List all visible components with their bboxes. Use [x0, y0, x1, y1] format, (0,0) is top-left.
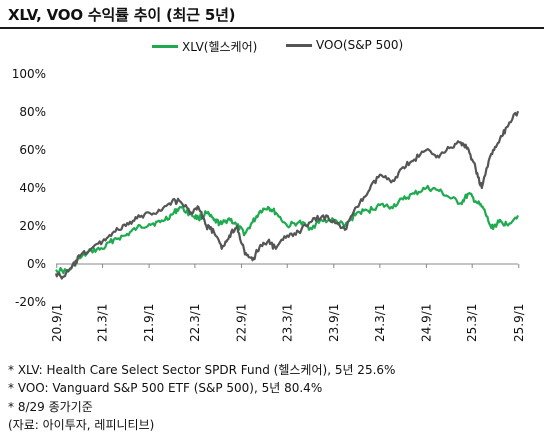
note-date: * 8/29 종가기준	[8, 399, 93, 414]
x-tick-label: 25.9/1	[512, 304, 526, 342]
line-chart: -20% 0% 20% 40% 60% 80% 100% 20.9/1 21.3/1 21.9/1…	[12, 67, 526, 342]
legend: XLV(헬스케어) VOO(S&P 500)	[0, 38, 544, 54]
x-tick-label: 24.9/1	[419, 304, 433, 342]
y-tick-label: -20%	[15, 295, 46, 309]
note-voo: * VOO: Vanguard S&P 500 ETF (S&P 500), 5…	[8, 381, 323, 396]
y-tick-label: 20%	[19, 219, 46, 233]
chart-title: XLV, VOO 수익률 추이 (최근 5년)	[8, 6, 236, 24]
x-tick-label: 24.3/1	[373, 304, 387, 342]
series-line-voo	[54, 110, 520, 280]
title-divider	[0, 27, 544, 29]
legend-label-xlv: XLV(헬스케어)	[182, 40, 258, 54]
x-tick-label: 23.9/1	[327, 304, 341, 342]
x-tick-label: 22.9/1	[234, 304, 248, 342]
series-line-xlv	[55, 184, 520, 275]
legend-label-voo: VOO(S&P 500)	[316, 38, 404, 52]
x-tick-label: 21.3/1	[96, 304, 110, 342]
note-source: (자료: 아이투자, 레피니티브)	[8, 417, 155, 432]
footnotes: * XLV: Health Care Select Sector SPDR Fu…	[8, 361, 395, 434]
x-tick-label: 23.3/1	[280, 304, 294, 342]
x-tick-label: 20.9/1	[50, 304, 64, 342]
y-tick-label: 60%	[19, 143, 46, 157]
x-tick-label: 21.9/1	[142, 304, 156, 342]
legend-item-voo: VOO(S&P 500)	[286, 38, 403, 52]
y-tick-label: 40%	[19, 181, 46, 195]
x-tick-label: 25.3/1	[465, 304, 479, 342]
x-tick-label: 22.3/1	[188, 304, 202, 342]
legend-swatch-voo	[286, 43, 312, 47]
y-tick-label: 0%	[27, 257, 46, 271]
legend-swatch-xlv	[152, 45, 178, 48]
y-tick-label: 80%	[19, 105, 46, 119]
y-tick-label: 100%	[12, 67, 46, 81]
legend-item-xlv: XLV(헬스케어)	[152, 38, 257, 55]
note-xlv: * XLV: Health Care Select Sector SPDR Fu…	[8, 363, 396, 377]
